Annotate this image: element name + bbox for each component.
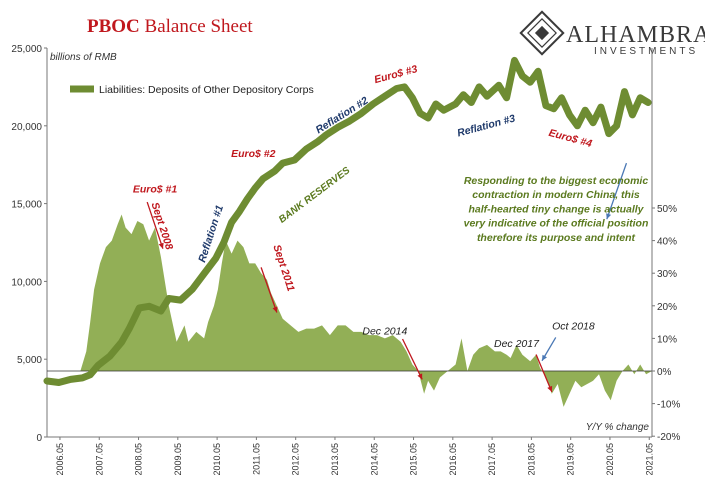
annotation-label: Reflation #3 bbox=[456, 112, 517, 139]
sept-2008-arrow-head bbox=[158, 242, 164, 249]
right-tick-label: 30% bbox=[657, 269, 677, 280]
yoy-area-series bbox=[47, 214, 652, 407]
right-tick-label: 0% bbox=[657, 367, 672, 378]
x-tick-label: 2017.05 bbox=[487, 443, 497, 476]
left-tick-label: 15,000 bbox=[11, 200, 42, 211]
logo-sub: INVESTMENTS bbox=[594, 46, 698, 57]
annotation-label: Dec 2014 bbox=[362, 325, 407, 337]
x-tick-label: 2009.05 bbox=[173, 443, 183, 476]
x-tick-label: 2010.05 bbox=[212, 443, 222, 476]
x-tick-label: 2020.05 bbox=[605, 443, 615, 476]
note-line: contraction in modern China, this bbox=[472, 189, 640, 201]
annotation-label: Euro$ #3 bbox=[373, 63, 419, 86]
deposits-line bbox=[43, 56, 652, 386]
x-tick-label: 2011.05 bbox=[251, 443, 261, 475]
x-tick-label: 2008.05 bbox=[134, 443, 144, 476]
right-tick-label: 40% bbox=[657, 237, 677, 248]
left-tick-label: 0 bbox=[36, 433, 42, 444]
right-tick-label: -10% bbox=[657, 400, 680, 411]
right-tick-label: 50% bbox=[657, 204, 677, 215]
commentary-note: Responding to the biggest economic contra… bbox=[464, 175, 649, 244]
left-tick-label: 5,000 bbox=[17, 355, 42, 366]
yoy-area-shape bbox=[47, 214, 652, 407]
title-bold: PBOC bbox=[87, 16, 140, 37]
dec-2017-arrow-head bbox=[547, 385, 553, 392]
note-arrow-head bbox=[606, 213, 612, 220]
annotation-label: Reflation #1 bbox=[196, 203, 226, 263]
diamond-logo-icon bbox=[519, 10, 565, 56]
title-rest: Balance Sheet bbox=[140, 16, 254, 37]
plot-area bbox=[46, 48, 653, 438]
dec-2014-arrow bbox=[401, 338, 423, 380]
annotation-label: Oct 2018 bbox=[552, 321, 595, 333]
note-line: Responding to the biggest economic bbox=[464, 175, 649, 187]
annotation-label: Sept 2011 bbox=[270, 243, 296, 293]
x-tick-label: 2019.05 bbox=[566, 443, 576, 476]
logo-name: ALHAMBRA bbox=[566, 22, 705, 48]
note-line: therefore its purpose and intent bbox=[477, 232, 636, 244]
left-axis-unit: billions of RMB bbox=[50, 52, 117, 63]
x-tick-label: 2018.05 bbox=[526, 443, 536, 476]
note-line: half-hearted tiny change is actually bbox=[468, 203, 644, 215]
alhambra-logo: ALHAMBRA INVESTMENTS bbox=[519, 10, 705, 57]
chart-title: PBOC Balance Sheet bbox=[87, 16, 253, 37]
x-tick-label: 2014.05 bbox=[369, 443, 379, 476]
legend: Liabilities: Deposits of Other Depositor… bbox=[70, 84, 314, 96]
right-tick-label: -20% bbox=[657, 432, 680, 443]
left-tick-label: 10,000 bbox=[11, 277, 42, 288]
axes: 25,000 20,000 15,000 10,000 5,000 0 50% 40% 30% 2… bbox=[11, 44, 680, 476]
x-tick-label: 2012.05 bbox=[291, 443, 301, 476]
x-tick-label: 2015.05 bbox=[409, 443, 419, 476]
dec-2017-arrow bbox=[535, 354, 553, 393]
left-tick-label: 20,000 bbox=[11, 122, 42, 133]
legend-label: Liabilities: Deposits of Other Depositor… bbox=[99, 84, 314, 96]
x-tick-label: 2016.05 bbox=[448, 443, 458, 476]
note-arrow bbox=[606, 162, 628, 220]
x-tick-label: 2021.05 bbox=[644, 443, 654, 476]
sept-2011-arrow bbox=[260, 267, 278, 313]
annotation-label: Dec 2017 bbox=[494, 338, 540, 350]
annotation-label: Euro$ #4 bbox=[547, 127, 593, 150]
x-tick-label: 2006.05 bbox=[55, 443, 65, 476]
right-tick-label: 20% bbox=[657, 302, 677, 313]
annotation-label: BANK RESERVES bbox=[277, 165, 353, 226]
x-tick-label: 2013.05 bbox=[330, 443, 340, 476]
sept-2011-arrow-head bbox=[272, 306, 278, 313]
dec-2014-arrow-head bbox=[417, 373, 423, 380]
note-line: very indicative of the official position bbox=[464, 218, 649, 230]
annotation-label: Euro$ #1 bbox=[133, 184, 178, 196]
sept-2008-arrow bbox=[146, 201, 164, 249]
deposits-line-series bbox=[43, 56, 652, 386]
oct-2018-arrow-head bbox=[542, 354, 547, 361]
left-tick-label: 25,000 bbox=[11, 44, 42, 55]
annotation-label: Euro$ #2 bbox=[231, 148, 276, 160]
right-axis-unit: Y/Y % change bbox=[586, 422, 650, 433]
right-tick-label: 10% bbox=[657, 334, 677, 345]
svg-text:PBOC Balance Sheet: PBOC Balance Sheet bbox=[87, 16, 253, 37]
x-tick-label: 2007.05 bbox=[94, 443, 104, 476]
